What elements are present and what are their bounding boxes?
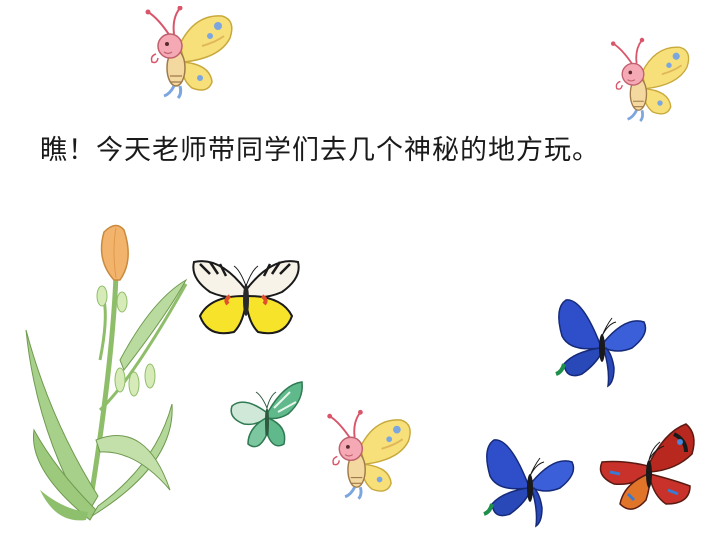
lily-flower-icon	[25, 224, 188, 521]
cartoon-butterfly-top-right	[606, 36, 696, 126]
blue-butterfly-icon	[552, 292, 652, 392]
slide-caption: 瞧！今天老师带同学们去几个神秘的地方玩。	[40, 135, 600, 166]
cartoon-butterfly-bottom	[322, 408, 418, 504]
cartoon-butterfly-top-left	[140, 6, 240, 101]
yellow-butterfly-icon	[192, 260, 300, 335]
red-butterfly-icon	[599, 423, 695, 510]
green-butterfly-icon	[230, 381, 303, 448]
blue-butterfly-icon	[480, 432, 580, 532]
